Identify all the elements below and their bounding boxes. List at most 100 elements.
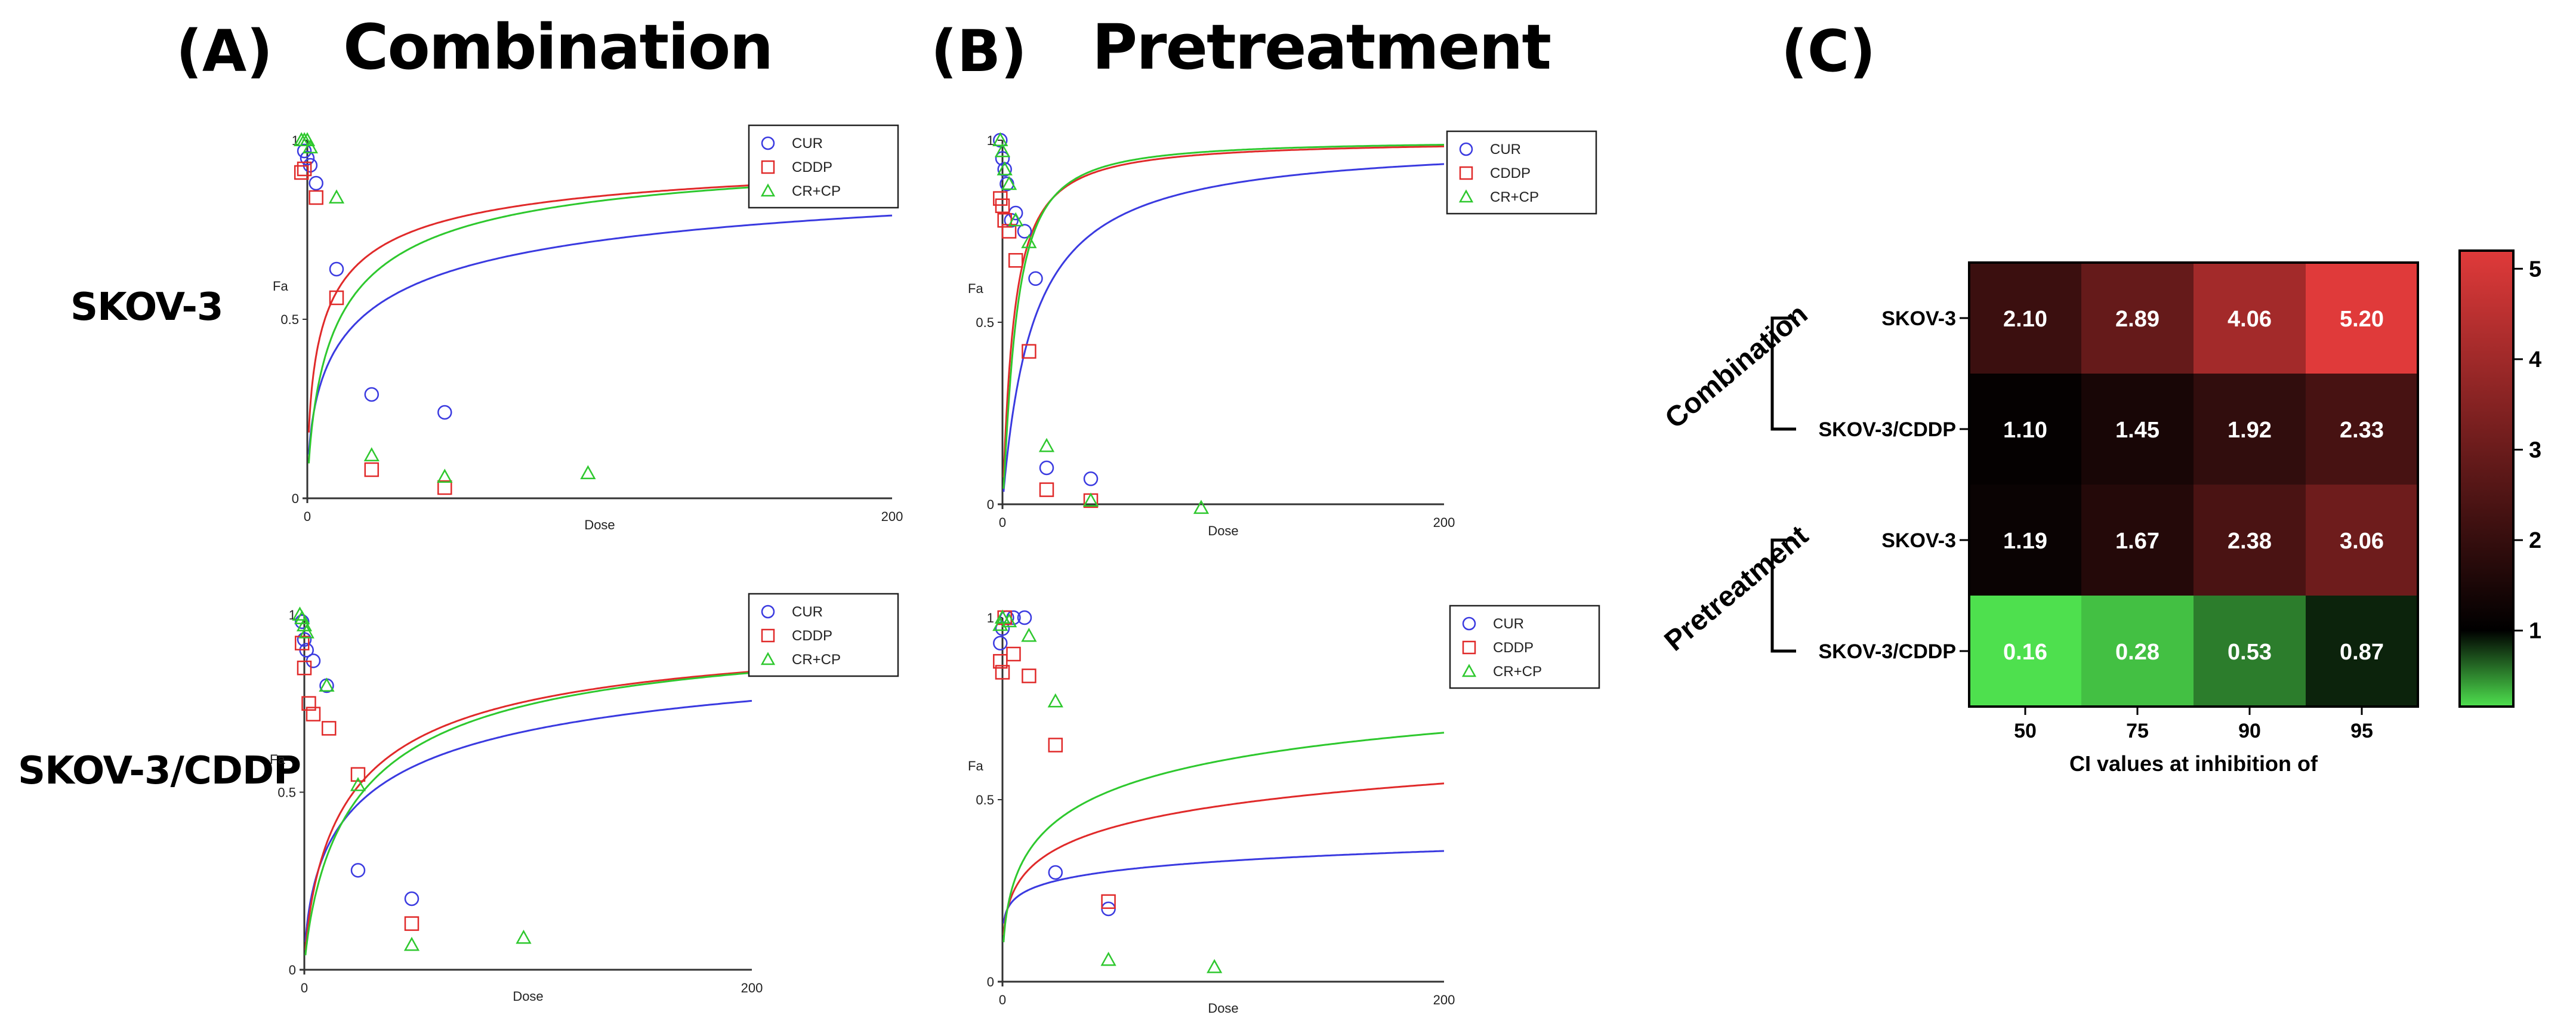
heatmap-cell (2194, 485, 2306, 596)
fit-curve-cur (1002, 850, 1445, 924)
data-point-cur (1048, 865, 1063, 880)
legend-label: CUR (1493, 616, 1524, 632)
x-axis-label: Dose (1208, 523, 1238, 538)
y-tick-label: 0.5 (976, 793, 994, 807)
panel-a-title: Combination (343, 11, 773, 84)
heatmap-col-label: 75 (2126, 720, 2149, 742)
data-point-cur (995, 151, 1010, 166)
fit-curve-cddp (304, 670, 752, 951)
fit-curve-cddp (308, 178, 893, 433)
data-point-crcp (302, 139, 319, 154)
legend-marker-cddp (1462, 640, 1476, 655)
y-tick-label: 1 (987, 610, 994, 625)
heatmap-cell-label: 3.06 (2340, 529, 2384, 554)
heatmap-cell (2306, 374, 2418, 485)
heatmap-cell (1969, 263, 2081, 374)
heatmap-cell-label: 1.45 (2115, 418, 2159, 443)
heatmap-cell (2081, 485, 2194, 596)
heatmap-cell-label: 1.19 (2003, 529, 2047, 554)
data-point-cur (297, 632, 312, 647)
legend-label: CR+CP (792, 183, 841, 199)
legend-label: CR+CP (792, 652, 841, 668)
fit-curve-cddp (1002, 782, 1445, 936)
data-point-crcp (1082, 492, 1099, 507)
heatmap-cell (1969, 374, 2081, 485)
x-tick-label: 0 (999, 992, 1006, 1007)
panel-a-letter: (A) (176, 18, 273, 85)
data-point-cur (350, 863, 366, 878)
data-point-cddp (1022, 344, 1036, 359)
data-point-crcp (1047, 693, 1063, 708)
group-label-combination: Combination (1659, 298, 1814, 435)
data-point-cddp (297, 661, 312, 676)
data-point-cddp (437, 480, 452, 495)
legend-label: CR+CP (1490, 189, 1539, 205)
x-axis-label: Dose (1208, 1001, 1238, 1016)
colorbar-tick-label: 3 (2529, 437, 2541, 462)
data-point-cur (1083, 471, 1099, 486)
legend-label: CDDP (1490, 165, 1531, 181)
heatmap-cell-label: 2.89 (2115, 307, 2159, 332)
data-point-crcp (1207, 959, 1223, 973)
legend-label: CUR (792, 135, 823, 152)
data-point-cddp (1022, 668, 1036, 683)
heatmap-row-label: SKOV-3 (1881, 529, 1956, 552)
data-point-cddp (308, 190, 323, 205)
data-point-cddp (1048, 738, 1063, 753)
heatmap-col-label: 95 (2350, 720, 2373, 742)
heatmap-cell (2081, 596, 2194, 707)
data-point-cddp (404, 916, 419, 931)
data-point-crcp (1100, 951, 1116, 966)
data-point-cur (1017, 224, 1032, 239)
legend-marker-cddp (761, 160, 775, 174)
data-point-cur (404, 891, 419, 906)
median-effect-plot-b-bottom: 0 0.5 1 0 200 Fa Dose CUR CDDP CR+CP (968, 605, 1600, 1016)
data-point-crcp (516, 929, 532, 944)
fit-curve-crcp (308, 178, 893, 464)
panel-b-title: Pretreatment (1092, 11, 1551, 84)
data-point-cddp (297, 161, 312, 177)
group-label-pretreatment: Pretreatment (1659, 520, 1815, 658)
data-point-cddp (301, 696, 316, 711)
median-effect-plot-a-top: 0 0.5 1 0 200 Fa Dose CUR CDDP CR+CP (273, 124, 903, 532)
y-tick-label: 0 (987, 975, 994, 989)
data-point-crcp (1021, 234, 1037, 248)
y-axis-label: Fa (270, 752, 285, 767)
data-point-cur (300, 150, 315, 166)
y-tick-label: 1 (292, 133, 299, 148)
fit-curve-crcp (1002, 732, 1445, 943)
heatmap-cell-label: 2.10 (2003, 307, 2047, 332)
heatmap-cell-label: 0.16 (2003, 640, 2047, 665)
heatmap-row-label: SKOV-3 (1881, 307, 1956, 330)
y-axis-label: Fa (968, 281, 983, 296)
data-point-crcp (350, 777, 366, 791)
colorbar-tick-label: 4 (2529, 347, 2541, 372)
data-point-crcp (1021, 627, 1037, 642)
legend-marker-crcp (1458, 189, 1474, 203)
heatmap-cell (1969, 485, 2081, 596)
colorbar-tick-label: 1 (2529, 619, 2541, 644)
ci-heatmap: 2.10 2.89 4.06 5.20 1.10 1.45 1.92 2.33 1.19 1.67… (1659, 249, 2541, 776)
heatmap-cell (2306, 596, 2418, 707)
legend-label: CDDP (1493, 640, 1534, 656)
heatmap-frame (1968, 261, 2419, 708)
data-point-crcp (328, 189, 345, 204)
fit-curve-crcp (304, 671, 752, 955)
legend-marker-cur (1459, 142, 1473, 156)
heatmap-cell-label: 1.10 (2003, 418, 2047, 443)
heatmap-cell (2306, 485, 2418, 596)
x-tick-label: 200 (881, 509, 903, 524)
fit-curve-crcp (1002, 144, 1445, 489)
heatmap-cell-label: 4.06 (2228, 307, 2272, 332)
data-point-cddp (350, 767, 366, 782)
data-point-crcp (363, 447, 380, 462)
row-label-skov3: SKOV-3 (70, 285, 223, 329)
data-point-cddp (364, 462, 380, 477)
x-axis-label: Dose (584, 517, 615, 532)
x-tick-label: 200 (1433, 515, 1455, 530)
y-tick-label: 0 (987, 497, 994, 512)
legend-label: CUR (1490, 141, 1521, 158)
data-point-cur (364, 387, 380, 402)
data-point-cur (1039, 460, 1054, 476)
heatmap-row-label: SKOV-3/CDDP (1819, 418, 1957, 441)
